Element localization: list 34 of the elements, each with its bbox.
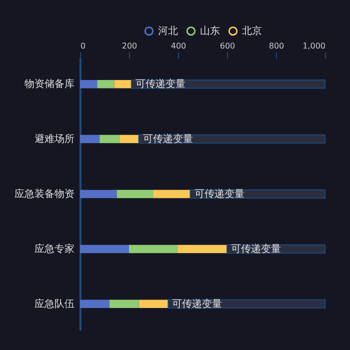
- bar: [154, 190, 190, 198]
- y-tick-label: 应急专家: [34, 242, 74, 255]
- bar: [97, 80, 114, 88]
- legend-label: 北京: [242, 25, 262, 38]
- bar: [119, 134, 139, 144]
- bar: [178, 244, 227, 254]
- bar: [80, 190, 117, 198]
- y-tick-label: 避难场所: [34, 133, 74, 146]
- annotation: 可传递变量: [142, 133, 193, 146]
- bar: [100, 134, 120, 144]
- x-tick-label: 600: [220, 42, 236, 50]
- bar: [80, 300, 110, 308]
- x-tick-label: 0: [80, 42, 86, 50]
- bar: [138, 300, 168, 308]
- y-tick-label: 物资储备库: [24, 78, 74, 90]
- legend-label: 河北: [158, 25, 178, 38]
- x-tick-label: 800: [268, 42, 284, 50]
- x-tick-label: 1,000: [302, 42, 326, 50]
- y-tick-label: 应急队伍: [34, 298, 74, 310]
- bar: [109, 300, 139, 308]
- annotation: 可传递变量: [231, 242, 281, 255]
- x-tick-label: 200: [122, 42, 138, 50]
- annotation: 可传递变量: [135, 78, 186, 90]
- legend-label: 山东: [200, 25, 220, 38]
- bar: [129, 244, 178, 254]
- bar: [80, 80, 98, 88]
- annotation: 可传递变量: [172, 298, 222, 310]
- y-tick-label: 应急装备物资: [14, 188, 74, 200]
- bar: [80, 134, 100, 144]
- bar: [116, 190, 154, 198]
- annotation: 可传递变量: [194, 188, 244, 200]
- bar: [80, 244, 129, 254]
- x-tick-label: 400: [170, 42, 186, 50]
- bar: [114, 80, 132, 88]
